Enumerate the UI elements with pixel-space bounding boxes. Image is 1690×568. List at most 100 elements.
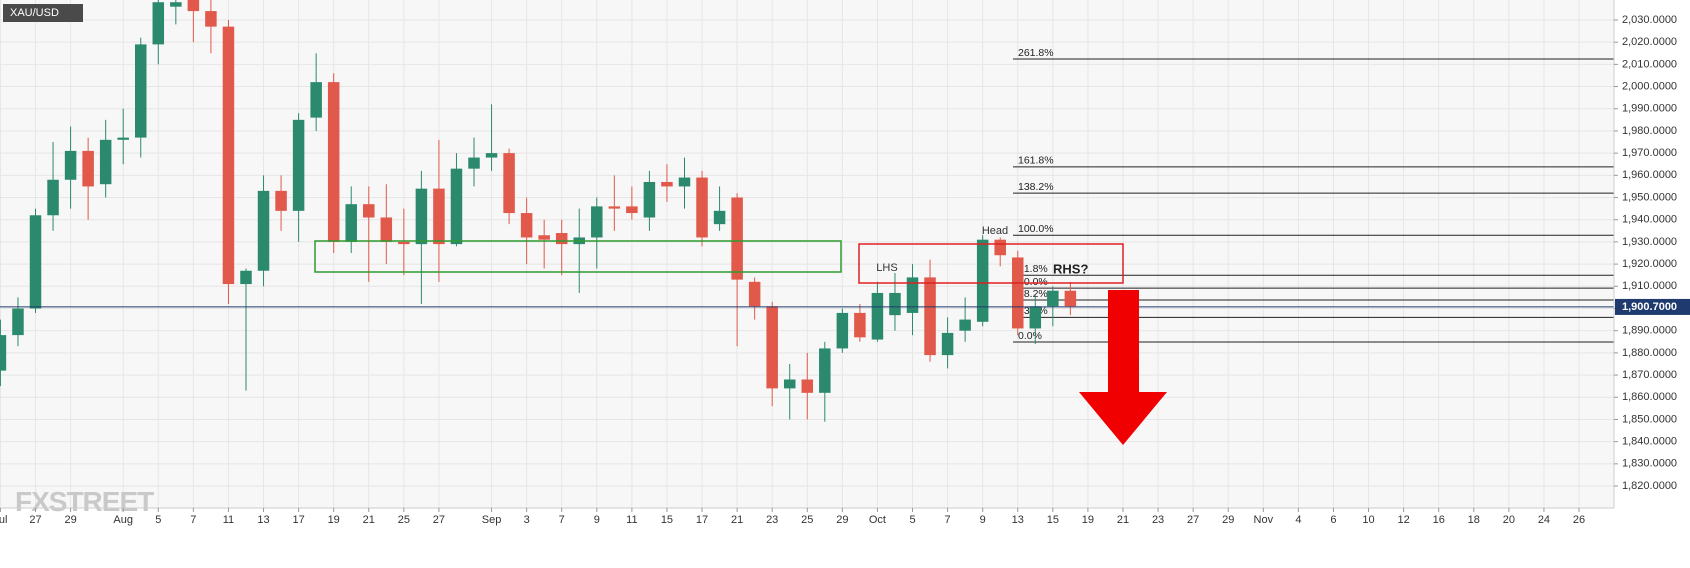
x-tick-label: 25 — [398, 514, 410, 526]
x-tick-label: 5 — [909, 514, 915, 526]
candle-body — [363, 204, 375, 218]
x-tick-label: 7 — [190, 514, 196, 526]
y-tick-label: 1,850.0000 — [1622, 413, 1677, 425]
candle-body — [99, 139, 112, 185]
fib-label: 0.0% — [1018, 330, 1042, 342]
x-tick-label: 23 — [766, 514, 778, 526]
candle-body — [731, 197, 743, 280]
y-tick-label: 1,960.0000 — [1622, 169, 1677, 181]
x-tick-label: Nov — [1254, 514, 1274, 526]
x-tick-label: 27 — [1187, 514, 1199, 526]
candle-body — [643, 181, 656, 218]
candle-body — [433, 188, 445, 245]
x-tick-label: 21 — [363, 514, 375, 526]
axes: 1,820.0000 1,830.0000 1,840.0000 1,850.0000… — [0, 14, 1690, 526]
candle-body — [187, 0, 200, 12]
x-tick-label: 24 — [1538, 514, 1550, 526]
candle-body — [555, 233, 568, 245]
candle-body — [783, 379, 796, 389]
last-price-label: 1,900.7000 — [1622, 301, 1677, 313]
candle-body — [696, 177, 708, 238]
plot: 261.8%161.8%138.2%100.0%61.8%50.0%38.2%2… — [0, 0, 1614, 422]
candle-body — [222, 26, 235, 285]
x-tick-label: 25 — [801, 514, 813, 526]
down-arrow — [1079, 290, 1167, 445]
x-tick-label: 27 — [29, 514, 41, 526]
x-tick-label: Sep — [482, 514, 502, 526]
x-tick-label: 29 — [1222, 514, 1234, 526]
candle-body — [485, 153, 498, 158]
candle-body — [398, 241, 410, 245]
candle-body — [152, 2, 165, 45]
x-tick-label: 19 — [1082, 514, 1094, 526]
last-price-box — [1615, 298, 1690, 315]
candle-body — [591, 206, 603, 238]
x-tick-label: 3 — [524, 514, 530, 526]
candle-body — [47, 179, 59, 216]
x-tick-label: 29 — [836, 514, 848, 526]
x-tick-label: 17 — [696, 514, 708, 526]
candle-body — [538, 235, 550, 240]
x-tick-label: 29 — [64, 514, 76, 526]
y-tick-label: 2,010.0000 — [1622, 58, 1677, 70]
x-tick-label: 21 — [1117, 514, 1129, 526]
candle-body — [117, 137, 129, 140]
fib-label: 161.8% — [1018, 155, 1054, 167]
x-tick-label: 7 — [945, 514, 951, 526]
x-tick-label: 16 — [1433, 514, 1445, 526]
x-tick-label: 23 — [1152, 514, 1164, 526]
candle-body — [82, 150, 94, 187]
candle-body — [205, 11, 217, 27]
candle-body — [415, 188, 428, 245]
x-tick-label: 4 — [1295, 514, 1301, 526]
symbol-title: XAU/USD — [10, 7, 59, 19]
y-tick-label: 1,830.0000 — [1622, 458, 1677, 470]
x-tick-label: 18 — [1468, 514, 1480, 526]
y-tick-label: 2,020.0000 — [1622, 36, 1677, 48]
candle-body — [924, 277, 936, 356]
y-tick-label: 1,880.0000 — [1622, 347, 1677, 359]
x-tick-label: 12 — [1398, 514, 1410, 526]
candle-body — [1029, 306, 1042, 329]
x-tick-label: 9 — [980, 514, 986, 526]
candle-body — [854, 312, 866, 338]
x-tick-label: Oct — [869, 514, 886, 526]
y-tick-label: 2,030.0000 — [1622, 14, 1677, 26]
symbol-box — [3, 4, 83, 22]
x-tick-label: 19 — [328, 514, 340, 526]
candle-body — [836, 312, 849, 349]
y-tick-label: 1,820.0000 — [1622, 480, 1677, 492]
candle-body — [257, 190, 270, 271]
candle-body — [64, 150, 77, 180]
candle-body — [380, 217, 393, 242]
candle-body — [819, 348, 831, 393]
resistance-box — [858, 243, 1124, 284]
y-tick-label: 1,970.0000 — [1622, 147, 1677, 159]
candle-body — [661, 181, 673, 187]
candle-body — [713, 210, 726, 225]
y-tick-label: 1,870.0000 — [1622, 369, 1677, 381]
candle-body — [801, 379, 814, 393]
candle-body — [450, 168, 463, 245]
y-tick-label: 1,940.0000 — [1622, 214, 1677, 226]
candle-body — [29, 215, 42, 309]
x-tick-label: 26 — [1573, 514, 1585, 526]
x-tick-label: 6 — [1330, 514, 1336, 526]
candle-body — [135, 44, 147, 138]
candle-body — [994, 239, 1006, 256]
x-tick-label: 5 — [155, 514, 161, 526]
candle-body — [0, 335, 7, 371]
y-tick-label: 1,950.0000 — [1622, 191, 1677, 203]
candle-body — [678, 177, 691, 187]
y-tick-label: 1,930.0000 — [1622, 236, 1677, 248]
y-tick-label: 1,920.0000 — [1622, 258, 1677, 270]
x-tick-label: 17 — [292, 514, 304, 526]
y-tick-label: 1,910.0000 — [1622, 280, 1677, 292]
x-tick-label: Jul — [0, 514, 7, 526]
x-tick-label: 10 — [1362, 514, 1374, 526]
candle-body — [766, 306, 778, 389]
candle-body — [1047, 290, 1059, 307]
x-tick-label: 11 — [223, 514, 234, 526]
x-tick-label: 11 — [626, 514, 637, 526]
